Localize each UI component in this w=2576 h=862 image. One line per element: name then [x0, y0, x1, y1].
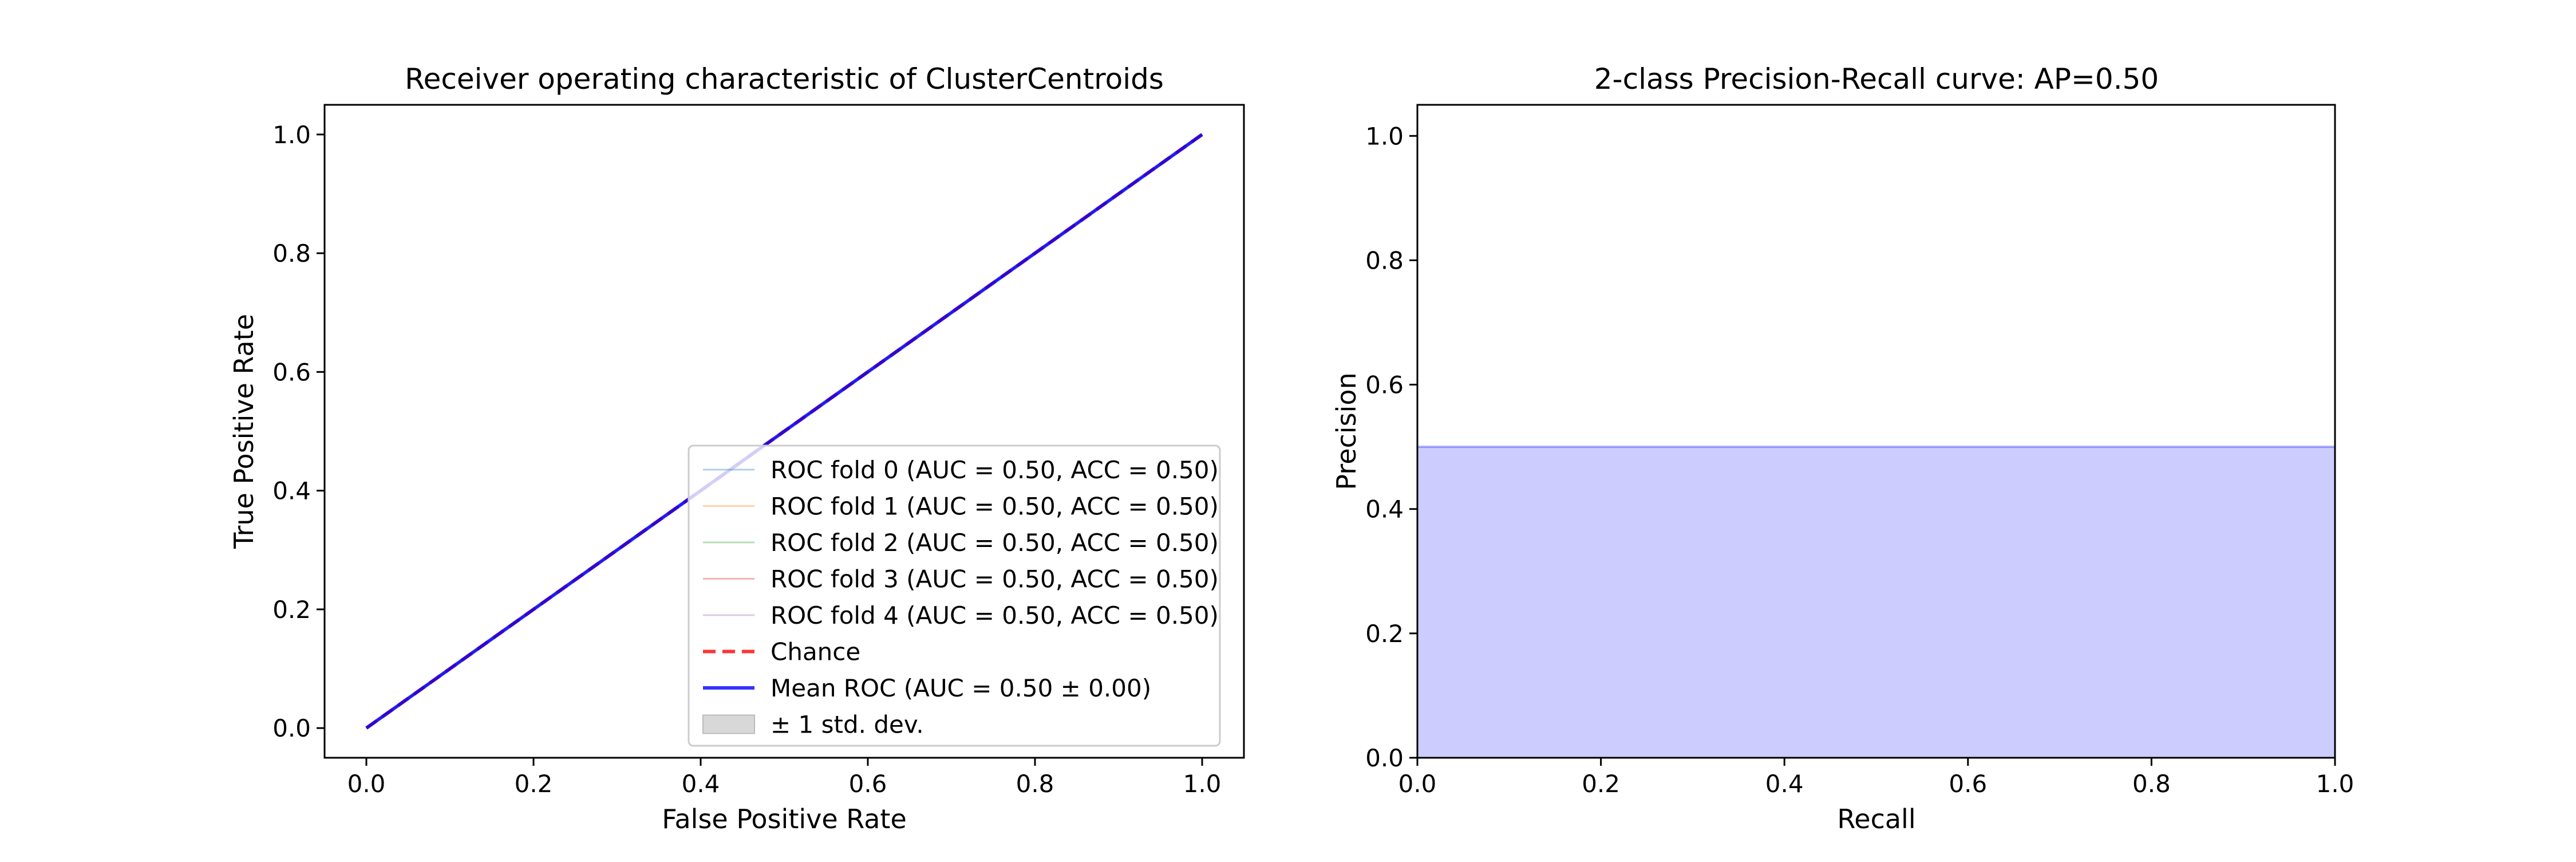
roc-y-tick-label: 1.0 — [272, 121, 311, 149]
pr-x-tick-label: 0.2 — [1582, 770, 1620, 798]
pr-x-tick-label: 0.4 — [1765, 770, 1804, 798]
pr-axes-frame — [1416, 104, 2336, 759]
roc-y-tick-label: 0.8 — [272, 239, 311, 267]
roc-series-line-6 — [365, 133, 1203, 730]
roc-legend-label: ROC fold 2 (AUC = 0.50, ACC = 0.50) — [771, 529, 1219, 557]
pr-y-tick-label: 0.8 — [1365, 246, 1404, 274]
pr-x-axis-label: Recall — [1837, 804, 1915, 835]
roc-y-tick-label: 0.0 — [272, 714, 311, 742]
roc-x-tick-label: 1.0 — [1183, 770, 1222, 798]
pr-x-tick-label: 0.0 — [1398, 770, 1437, 798]
roc-legend-box — [688, 444, 1221, 747]
pr-plot-area — [1417, 446, 2335, 758]
roc-legend-label: ROC fold 3 (AUC = 0.50, ACC = 0.50) — [771, 565, 1219, 593]
roc-x-tick-label: 0.4 — [682, 770, 720, 798]
pr-area-fill — [1417, 447, 2335, 758]
roc-legend-label: Mean ROC (AUC = 0.50 ± 0.00) — [771, 674, 1151, 702]
roc-x-tick-label: 0.0 — [347, 770, 386, 798]
roc-x-tick-label: 0.6 — [849, 770, 887, 798]
roc-legend-label: ROC fold 0 (AUC = 0.50, ACC = 0.50) — [771, 456, 1219, 484]
pr-y-tick-label: 1.0 — [1365, 122, 1404, 150]
roc-x-tick-label: 0.2 — [515, 770, 553, 798]
pr-y-tick-label: 0.6 — [1365, 371, 1404, 399]
roc-chart: Receiver operating characteristic of Clu… — [228, 62, 1245, 835]
pr-y-axis-label: Precision — [1331, 372, 1362, 490]
pr-x-tick-label: 0.8 — [2132, 770, 2171, 798]
roc-title: Receiver operating characteristic of Clu… — [405, 62, 1164, 96]
pr-ticks: 0.0 0.2 0.4 0.6 0.8 1.0 0.0 0.2 0.4 0.6 0.8 1.0 — [1365, 122, 2354, 798]
pr-x-tick-label: 1.0 — [2316, 770, 2354, 798]
pr-chart: 2-class Precision-Recall curve: AP=0.50 … — [1331, 62, 2354, 835]
pr-y-tick-label: 0.4 — [1365, 495, 1404, 524]
pr-title: 2-class Precision-Recall curve: AP=0.50 — [1594, 62, 2159, 96]
pr-y-tick-label: 0.2 — [1365, 620, 1404, 648]
roc-legend-label: ROC fold 1 (AUC = 0.50, ACC = 0.50) — [771, 493, 1219, 521]
roc-y-tick-label: 0.6 — [272, 358, 311, 386]
roc-axes-frame — [323, 104, 1245, 759]
roc-legend-label: ROC fold 4 (AUC = 0.50, ACC = 0.50) — [771, 601, 1219, 629]
roc-y-tick-label: 0.4 — [272, 477, 311, 505]
roc-legend-items: ROC fold 0 (AUC = 0.50, ACC = 0.50) ROC f… — [702, 456, 1219, 739]
roc-y-tick-label: 0.2 — [272, 596, 311, 624]
roc-legend: ROC fold 0 (AUC = 0.50, ACC = 0.50) ROC f… — [688, 444, 1221, 747]
roc-plot-area — [365, 133, 1203, 730]
pr-y-tick-label: 0.0 — [1365, 744, 1404, 772]
roc-x-axis-label: False Positive Rate — [662, 804, 907, 835]
roc-ticks: 0.0 0.2 0.4 0.6 0.8 1.0 0.0 0.2 0.4 0.6 0.8 1.0 — [272, 121, 1221, 798]
pr-x-tick-label: 0.6 — [1949, 770, 1987, 798]
roc-legend-label: ± 1 std. dev. — [771, 711, 924, 739]
roc-y-axis-label: True Positive Rate — [228, 314, 259, 549]
roc-x-tick-label: 0.8 — [1016, 770, 1054, 798]
roc-legend-label: Chance — [771, 638, 860, 666]
roc-legend-swatch — [702, 714, 755, 734]
